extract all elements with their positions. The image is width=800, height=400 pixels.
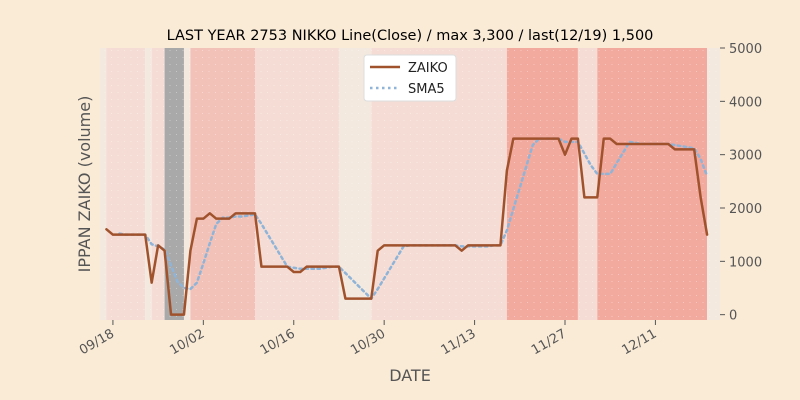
y-tick-label-3000: 3000 <box>729 149 762 164</box>
x-tick-label-12-11: 12/11 <box>619 326 659 358</box>
band-4 <box>164 48 184 320</box>
band-6 <box>190 48 255 320</box>
y-axis-label: IPPAN ZAIKO (volume) <box>75 96 94 273</box>
band-5 <box>183 48 191 320</box>
band-3 <box>151 48 165 320</box>
background-bands <box>100 48 720 320</box>
y-tick-label-1000: 1000 <box>729 255 762 270</box>
x-tick-label-10-02: 10/02 <box>167 326 207 358</box>
series-lines <box>105 137 709 316</box>
band-0 <box>100 48 107 320</box>
legend: ZAIKO SMA5 <box>363 54 457 102</box>
y-tick-label-0: 0 <box>729 309 737 324</box>
band-12 <box>597 48 708 320</box>
chart-title: LAST YEAR 2753 NIKKO Line(Close) / max 3… <box>167 28 654 44</box>
x-tick-label-11-27: 11/27 <box>529 326 569 358</box>
band-13 <box>707 48 720 320</box>
band-2 <box>145 48 152 320</box>
x-tick-label-11-13: 11/13 <box>439 326 479 358</box>
x-tick-label-09-18: 09/18 <box>77 326 117 358</box>
x-tick-label-10-30: 10/30 <box>348 326 388 358</box>
x-tick-label-10-16: 10/16 <box>258 326 298 358</box>
legend-label-zaiko: ZAIKO <box>408 61 448 76</box>
series-line-zaiko <box>105 137 709 316</box>
y-tick-label-4000: 4000 <box>729 95 762 110</box>
y-axis: 0 1000 2000 3000 4000 5000 <box>720 42 762 324</box>
band-7 <box>255 48 339 320</box>
plot-area <box>100 48 720 320</box>
band-11 <box>577 48 598 320</box>
dot-pattern <box>104 50 717 318</box>
x-axis-label: DATE <box>389 366 431 385</box>
band-1 <box>106 48 146 320</box>
y-tick-label-2000: 2000 <box>729 202 762 217</box>
legend-label-sma5: SMA5 <box>408 82 445 97</box>
y-tick-label-5000: 5000 <box>729 42 762 57</box>
band-10 <box>506 48 578 320</box>
x-axis: 09/18 10/02 10/16 10/30 11/13 11/27 12/11 <box>77 320 659 358</box>
